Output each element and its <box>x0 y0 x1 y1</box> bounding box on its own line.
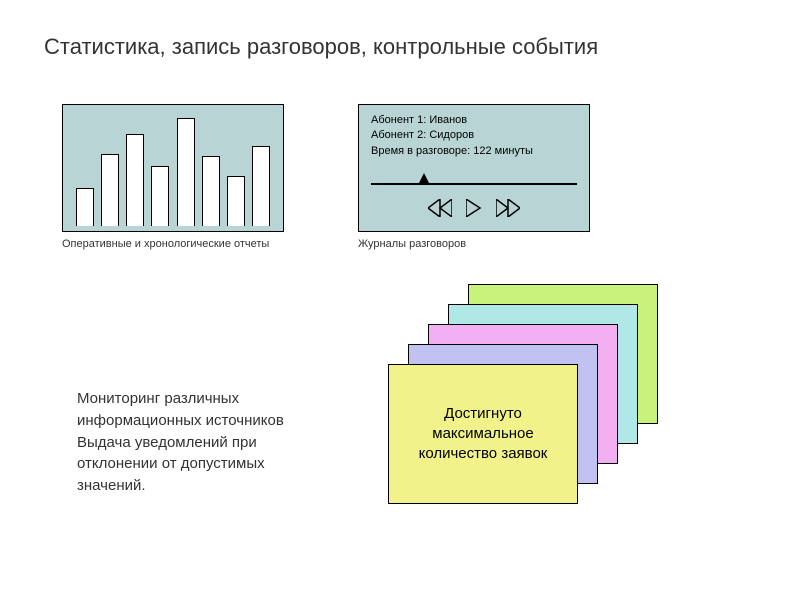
progress-bar[interactable] <box>371 171 577 185</box>
chart-bar <box>101 154 119 226</box>
chart-bar <box>177 118 195 226</box>
chart-bar <box>227 176 245 226</box>
notification-card: Достигнуто максимальное количество заяво… <box>388 364 578 504</box>
page-title: Статистика, запись разговоров, контрольн… <box>44 34 598 60</box>
chart-bar <box>76 188 94 226</box>
chart-bar <box>202 156 220 226</box>
player-caption: Журналы разговоров <box>358 238 466 250</box>
player-line3: Время в разговоре: 122 минуты <box>371 144 577 159</box>
progress-marker-icon[interactable] <box>419 173 429 183</box>
progress-line <box>371 183 577 185</box>
rewind-icon[interactable] <box>428 199 452 217</box>
fast-forward-icon[interactable] <box>496 199 520 217</box>
chart-bar <box>126 134 144 226</box>
player-line1: Абонент 1: Иванов <box>371 113 577 128</box>
chart-bar <box>252 146 270 226</box>
player-controls <box>371 199 577 217</box>
chart-bar <box>151 166 169 226</box>
player-panel: Абонент 1: Иванов Абонент 2: Сидоров Вре… <box>358 104 590 232</box>
player-line2: Абонент 2: Сидоров <box>371 128 577 143</box>
notification-stack: ят еДостигнуто максимальное количество з… <box>388 284 698 504</box>
play-icon[interactable] <box>466 199 482 217</box>
monitoring-description: Мониторинг различных информационных исто… <box>77 388 337 497</box>
chart-panel <box>62 104 284 232</box>
chart-caption: Оперативные и хронологические отчеты <box>62 238 269 250</box>
